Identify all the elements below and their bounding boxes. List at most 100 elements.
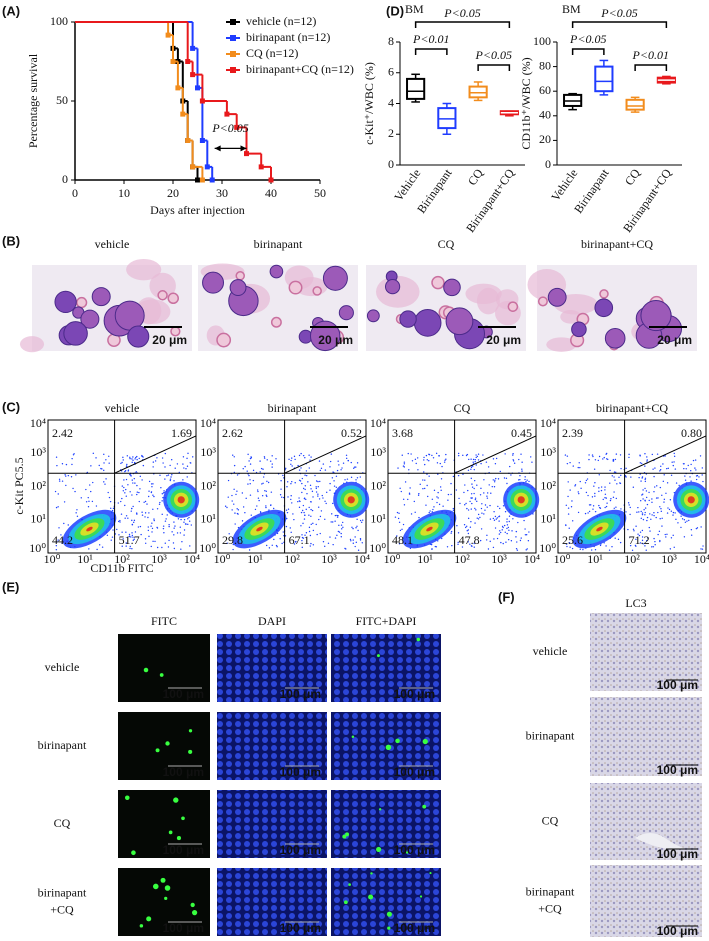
row-label: birinapant [526, 884, 575, 898]
event-dot [447, 499, 449, 501]
fluorescence-image [118, 790, 210, 858]
event-dot [268, 547, 271, 549]
event-dot [466, 507, 468, 510]
event-dot [308, 530, 311, 533]
event-dot [174, 525, 176, 527]
event-dot [150, 525, 152, 527]
event-dot [237, 513, 239, 515]
event-dot [152, 466, 154, 468]
event-dot [637, 533, 639, 535]
event-dot [521, 470, 523, 472]
event-dot [256, 489, 259, 491]
event-dot [644, 465, 646, 467]
event-dot [486, 506, 488, 508]
event-dot [692, 459, 695, 462]
event-dot [315, 486, 317, 488]
event-dot [657, 533, 659, 536]
x-tick-label: 10⁴ [694, 552, 709, 566]
event-dot [117, 520, 120, 523]
event-dot [632, 486, 635, 488]
event-dot [233, 456, 235, 458]
event-dot [161, 500, 163, 502]
event-dot [673, 455, 676, 458]
event-dot [654, 486, 656, 488]
event-dot [242, 467, 244, 470]
event-dot [112, 507, 115, 510]
event-dot [275, 458, 277, 460]
event-dot [259, 511, 262, 513]
event-dot [461, 546, 464, 548]
event-dot [569, 546, 571, 548]
event-dot [65, 463, 68, 466]
event-dot [148, 512, 150, 514]
event-dot [89, 484, 91, 486]
event-dot [428, 511, 430, 514]
leukocyte [54, 290, 77, 314]
event-dot [589, 504, 592, 506]
event-dot [137, 526, 140, 528]
event-dot [131, 507, 133, 510]
event-dot [525, 549, 527, 551]
event-dot [152, 494, 154, 496]
event-dot [394, 516, 397, 518]
event-dot [108, 496, 111, 499]
event-dot [304, 457, 306, 459]
event-dot [141, 514, 144, 516]
fitc-signal [164, 896, 168, 900]
event-dot [660, 465, 662, 467]
y-tick-label: 10⁰ [369, 541, 386, 555]
event-dot [617, 538, 620, 541]
fitc-signal [155, 748, 160, 753]
event-dot [85, 501, 88, 503]
event-dot [292, 513, 294, 515]
box [594, 65, 614, 93]
scale-bar-label: 100 μm [657, 763, 698, 777]
event-dot [293, 518, 295, 521]
event-dot [138, 500, 140, 503]
event-dot [632, 528, 635, 531]
event-dot [524, 534, 527, 536]
event-dot [315, 487, 318, 490]
event-dot [116, 528, 118, 531]
event-dot [361, 542, 363, 544]
event-dot [599, 544, 602, 547]
red-cell [270, 316, 282, 328]
event-dot [324, 500, 326, 502]
fitc-signal [351, 735, 355, 738]
event-dot [700, 526, 702, 528]
event-dot [103, 469, 105, 472]
event-dot [151, 522, 153, 524]
event-dot [65, 484, 67, 487]
event-dot [499, 530, 501, 532]
event-dot [228, 533, 230, 535]
event-dot [644, 545, 646, 547]
event-dot [248, 460, 250, 462]
event-dot [124, 517, 126, 519]
event-dot [308, 526, 311, 529]
event-dot [164, 542, 167, 544]
event-dot [638, 511, 640, 513]
event-dot [168, 525, 170, 528]
leukocyte [229, 279, 247, 297]
red-cell [288, 280, 303, 295]
quadrant-value: 47.8 [459, 533, 480, 547]
event-dot [441, 537, 443, 540]
event-dot [627, 528, 629, 531]
event-dot [651, 501, 653, 504]
event-dot [144, 512, 147, 514]
x-tick-label: 40 [265, 186, 277, 200]
event-dot [640, 480, 642, 482]
event-dot [492, 458, 495, 460]
event-dot [436, 462, 439, 464]
stain-blob [465, 283, 502, 305]
event-dot [506, 524, 509, 526]
event-dot [515, 530, 518, 533]
event-dot [311, 490, 314, 493]
event-dot [604, 496, 606, 499]
event-dot [231, 500, 233, 502]
event-dot [128, 533, 131, 536]
event-dot [498, 507, 501, 510]
event-dot [286, 481, 289, 483]
event-dot [593, 468, 596, 470]
y-tick-label: 10³ [30, 445, 46, 459]
